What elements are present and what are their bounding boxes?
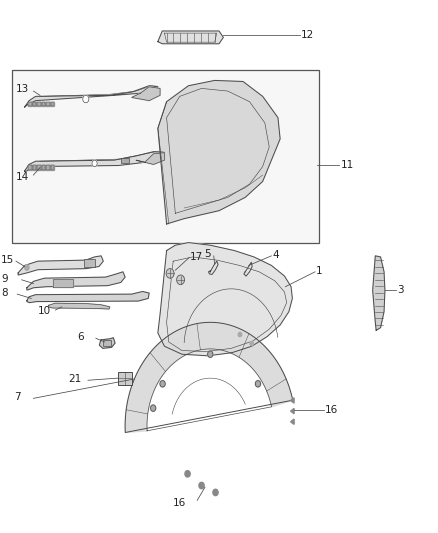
- Circle shape: [177, 275, 184, 285]
- Polygon shape: [46, 165, 50, 169]
- Circle shape: [250, 342, 254, 346]
- Text: 16: 16: [173, 498, 187, 508]
- Polygon shape: [49, 303, 110, 309]
- Circle shape: [166, 269, 174, 278]
- Circle shape: [185, 471, 190, 477]
- Text: 7: 7: [14, 392, 21, 402]
- Polygon shape: [46, 102, 50, 106]
- Polygon shape: [158, 80, 280, 224]
- Polygon shape: [27, 272, 125, 290]
- Polygon shape: [51, 165, 54, 169]
- Circle shape: [25, 265, 29, 270]
- Text: 10: 10: [38, 306, 51, 316]
- Text: 8: 8: [1, 287, 8, 297]
- Polygon shape: [37, 165, 41, 169]
- Polygon shape: [373, 256, 385, 330]
- Polygon shape: [18, 256, 103, 275]
- Bar: [121, 158, 129, 164]
- Polygon shape: [33, 165, 36, 169]
- Polygon shape: [99, 338, 115, 349]
- Text: 3: 3: [397, 286, 403, 295]
- Text: 17: 17: [190, 252, 203, 262]
- Text: 21: 21: [68, 374, 81, 384]
- Text: 6: 6: [77, 332, 84, 342]
- Polygon shape: [42, 102, 45, 106]
- Polygon shape: [290, 408, 294, 414]
- Text: 4: 4: [272, 250, 279, 260]
- Polygon shape: [42, 165, 45, 169]
- Circle shape: [160, 381, 165, 387]
- Text: 15: 15: [1, 255, 14, 264]
- Circle shape: [208, 351, 213, 358]
- Polygon shape: [244, 262, 252, 276]
- Polygon shape: [132, 87, 160, 101]
- Polygon shape: [28, 102, 32, 106]
- Bar: [103, 340, 111, 346]
- Circle shape: [238, 333, 242, 337]
- Circle shape: [213, 489, 218, 496]
- Polygon shape: [51, 102, 54, 106]
- Polygon shape: [28, 165, 32, 169]
- Bar: [118, 372, 132, 384]
- Polygon shape: [53, 279, 73, 287]
- Polygon shape: [208, 261, 218, 274]
- Polygon shape: [25, 86, 158, 107]
- Bar: [84, 259, 95, 266]
- Polygon shape: [27, 292, 149, 303]
- Polygon shape: [158, 31, 223, 44]
- Polygon shape: [290, 419, 294, 424]
- Polygon shape: [290, 398, 294, 403]
- Circle shape: [199, 482, 204, 489]
- Circle shape: [255, 381, 261, 387]
- Text: 12: 12: [301, 30, 314, 41]
- Text: 13: 13: [16, 84, 29, 94]
- Text: 16: 16: [325, 405, 338, 415]
- Text: 14: 14: [16, 172, 29, 182]
- Text: 9: 9: [1, 274, 8, 284]
- Text: 5: 5: [204, 249, 211, 259]
- Polygon shape: [125, 322, 293, 432]
- Polygon shape: [33, 102, 36, 106]
- Text: 11: 11: [340, 160, 353, 171]
- Polygon shape: [158, 243, 292, 356]
- Bar: [12, 70, 319, 243]
- Text: 1: 1: [316, 266, 322, 276]
- Polygon shape: [37, 102, 41, 106]
- Polygon shape: [25, 152, 164, 172]
- Circle shape: [83, 95, 89, 103]
- Circle shape: [151, 405, 156, 411]
- Circle shape: [92, 160, 97, 166]
- Polygon shape: [136, 153, 164, 165]
